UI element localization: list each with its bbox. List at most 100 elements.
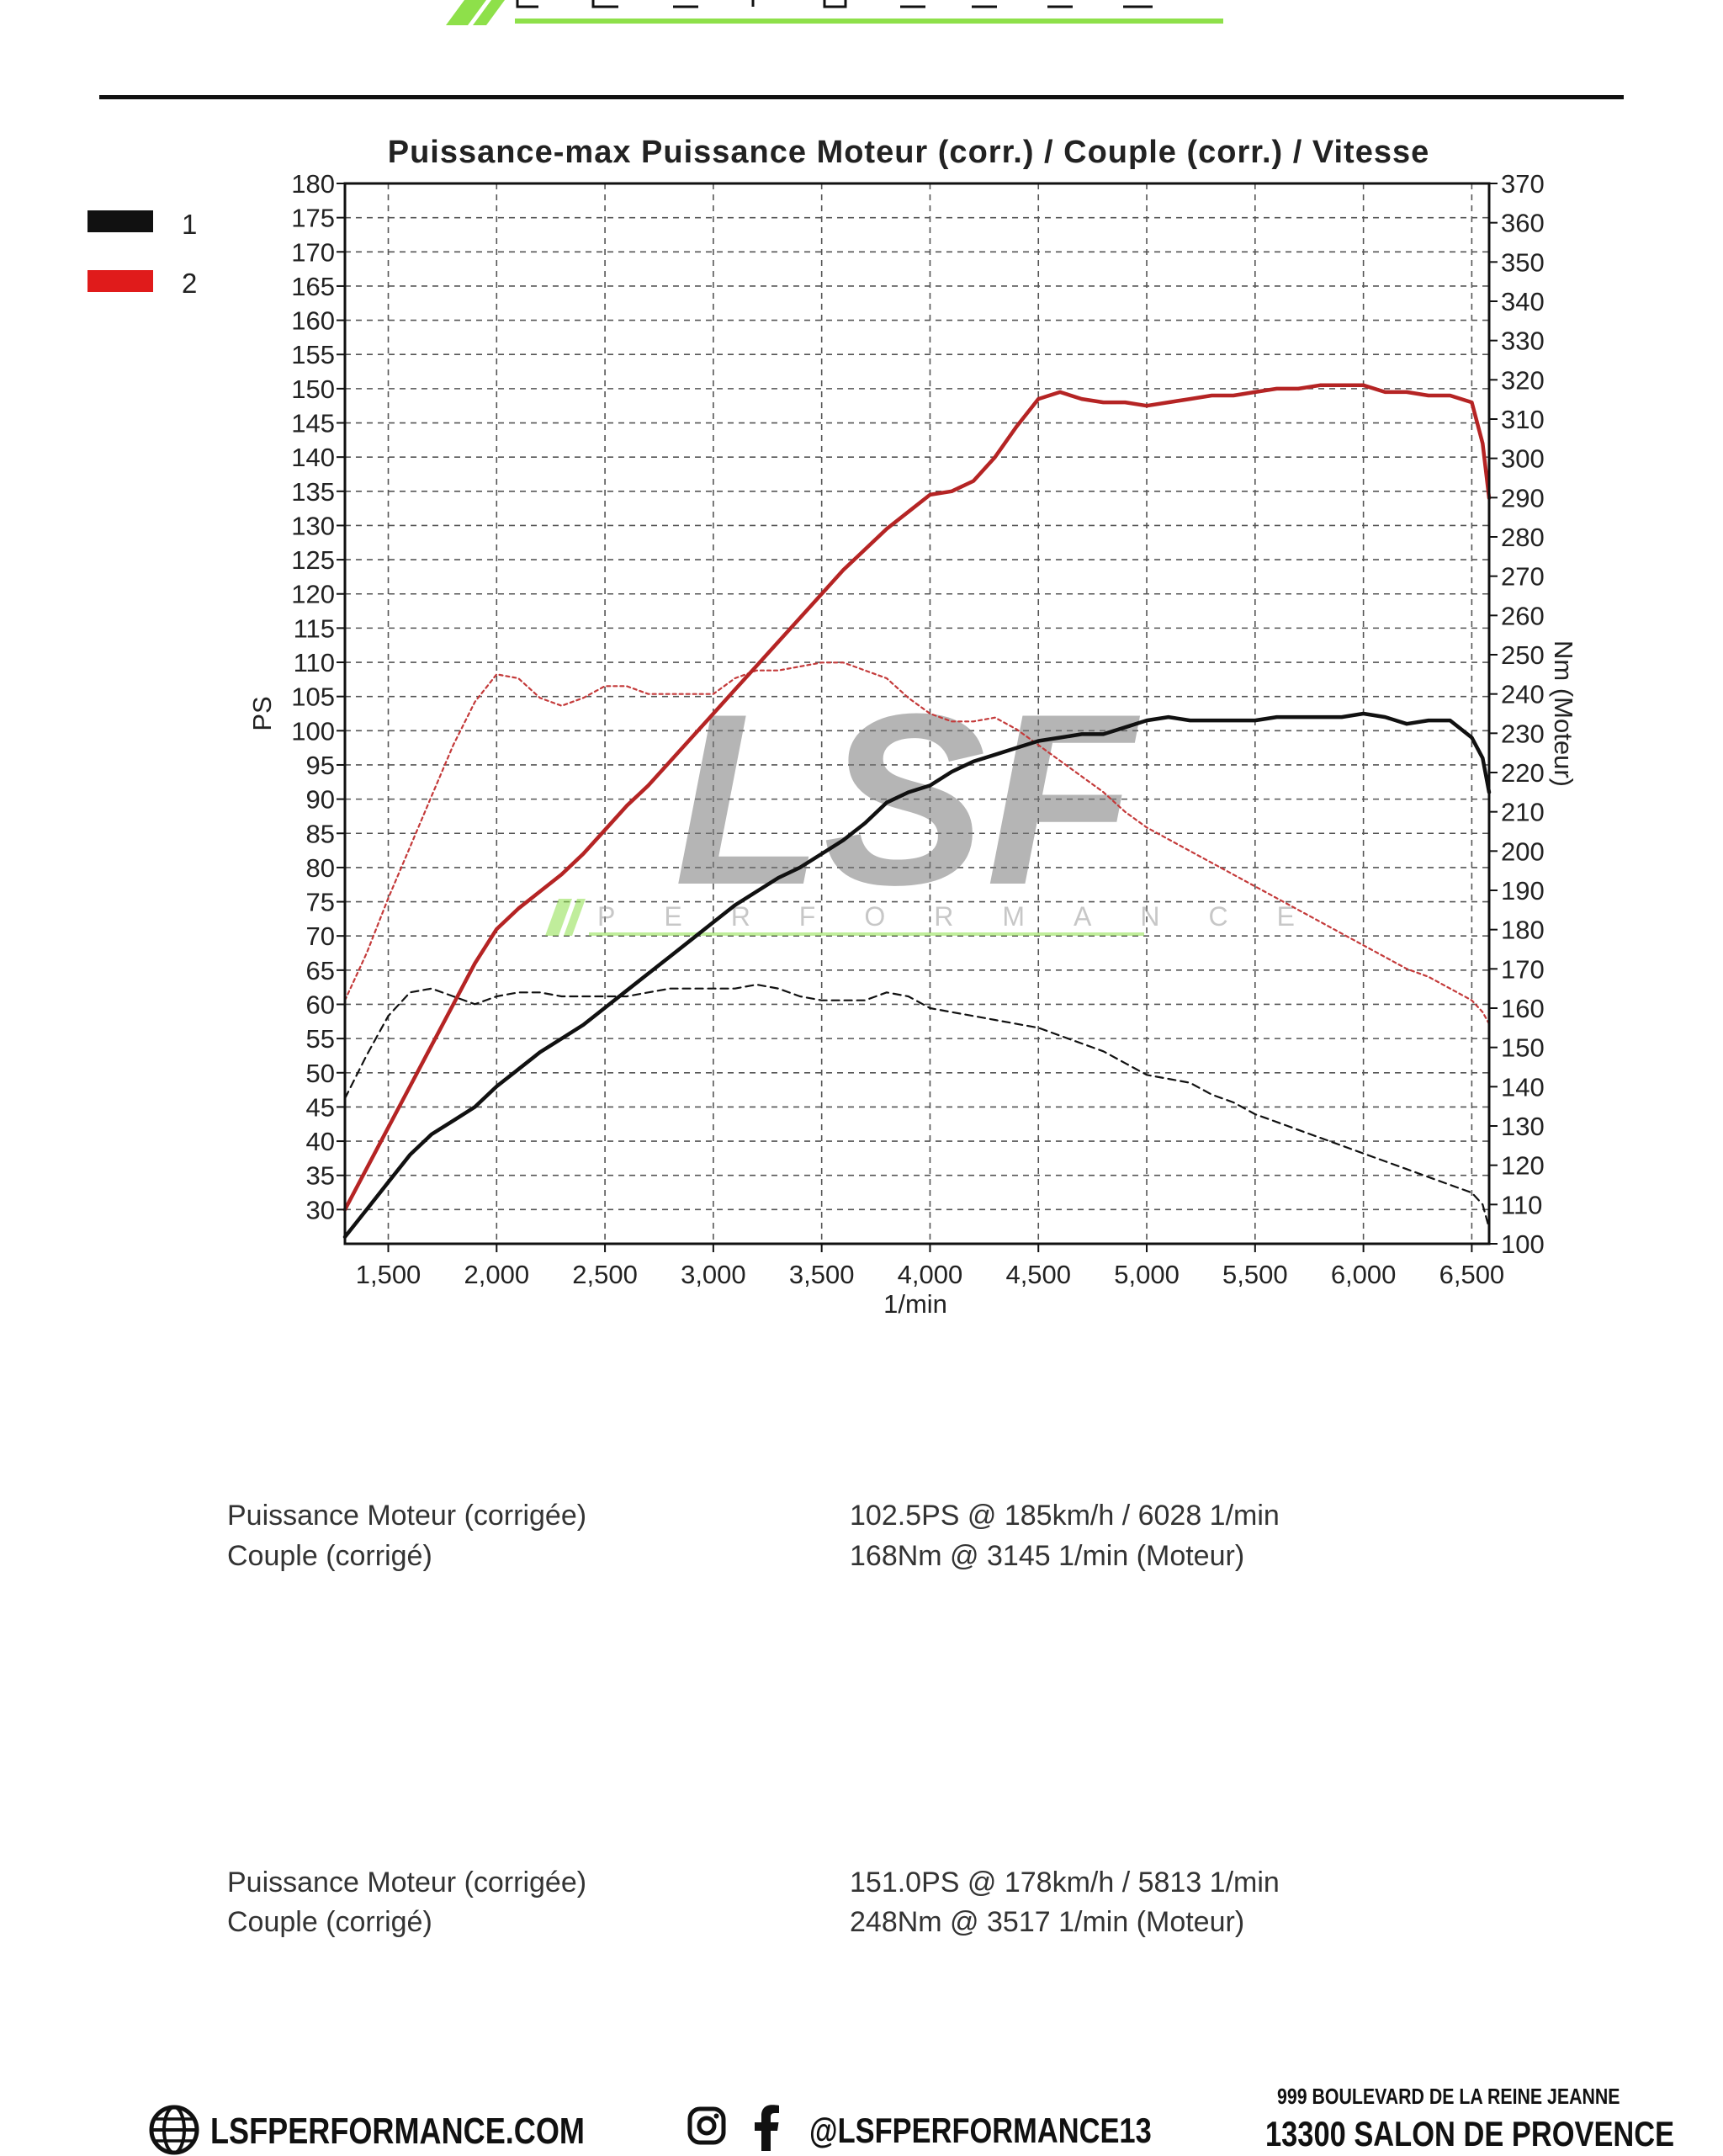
plot-frame — [343, 182, 1491, 1245]
watermark-letters: LSF — [674, 663, 1142, 936]
y-right-tick-label: 270 — [1501, 562, 1545, 592]
y-left-tick-label: 75 — [306, 888, 335, 917]
y-right-tick-label: 170 — [1501, 954, 1545, 984]
y-right-tick-label: 280 — [1501, 523, 1545, 552]
footer-address-line-1: 999 BOULEVARD DE LA REINE JEANNE — [1277, 2084, 1620, 2109]
instagram-icon[interactable] — [687, 2106, 727, 2146]
y-left-tick-label: 60 — [306, 990, 335, 1019]
y-left-tick-label: 95 — [306, 751, 335, 780]
y-left-tick-label: 130 — [291, 511, 335, 540]
y-left-tick-label: 120 — [291, 580, 335, 609]
x-tick-label: 6,500 — [1439, 1260, 1505, 1289]
y-left-tick-label: 115 — [294, 613, 335, 643]
logo-stripe-mark — [446, 0, 486, 25]
y-right-tick-label: 330 — [1501, 327, 1545, 356]
y-right-tick-label: 240 — [1501, 680, 1545, 709]
logo-word-letters — [516, 0, 1153, 8]
y-left-tick-label: 180 — [291, 169, 335, 199]
x-tick-label: 3,500 — [789, 1260, 855, 1289]
chart-legend: 1 2 — [87, 209, 197, 299]
globe-icon — [149, 2105, 199, 2155]
legend-label-2: 2 — [182, 268, 197, 299]
series-torque-2 — [343, 661, 1491, 1025]
y-left-tick-label: 55 — [306, 1024, 335, 1054]
result-2-power-value: 151.0PS @ 178km/h / 5813 1/min — [850, 1867, 1280, 1898]
y-left-tick-label: 155 — [291, 340, 335, 369]
x-tick-label: 5,000 — [1114, 1260, 1180, 1289]
y-left-tick-label: 65 — [306, 956, 335, 985]
footer-website-link[interactable]: LSFPERFORMANCE.COM — [210, 2111, 585, 2152]
y-right-tick-label: 340 — [1501, 287, 1545, 316]
y-left-tick-label: 45 — [306, 1092, 335, 1122]
result-1-power-value: 102.5PS @ 185km/h / 6028 1/min — [850, 1500, 1280, 1532]
x-axis-title: 1/min — [883, 1289, 947, 1319]
y-axis-left-title: PS — [247, 696, 277, 730]
y-right-tick-label: 180 — [1501, 916, 1545, 945]
y-left-tick-label: 175 — [291, 204, 335, 233]
y-left-tick-label: 125 — [291, 545, 335, 575]
y-right-tick-label: 230 — [1501, 719, 1545, 748]
y-right-tick-label: 140 — [1501, 1072, 1545, 1102]
chart-series — [342, 383, 1492, 1240]
y-left-tick-label: 40 — [306, 1127, 335, 1156]
y-right-tick-label: 120 — [1501, 1151, 1545, 1181]
x-tick-label: 4,000 — [898, 1260, 963, 1289]
result-1-torque-value: 168Nm @ 3145 1/min (Moteur) — [850, 1540, 1245, 1572]
legend-swatch-2 — [87, 270, 153, 292]
y-left-tick-label: 160 — [291, 306, 335, 336]
y-axis-right-title: Nm (Moteur) — [1549, 640, 1578, 787]
result-2-torque-label: Couple (corrigé) — [227, 1906, 432, 1938]
y-right-tick-label: 290 — [1501, 483, 1545, 512]
result-2-power-label: Puissance Moteur (corrigée) — [227, 1867, 587, 1898]
y-right-tick-label: 310 — [1501, 405, 1545, 434]
series-torque-1 — [343, 983, 1491, 1229]
y-left-tick-label: 135 — [291, 477, 335, 507]
y-left-tick-label: 50 — [306, 1059, 335, 1088]
x-tick-label: 6,000 — [1331, 1260, 1397, 1289]
y-right-tick-label: 300 — [1501, 444, 1545, 474]
y-right-tick-label: 100 — [1501, 1229, 1545, 1259]
facebook-icon[interactable] — [752, 2104, 781, 2151]
y-right-tick-label: 210 — [1501, 798, 1545, 827]
series-power-2 — [342, 383, 1492, 1212]
y-left-tick-label: 80 — [306, 853, 335, 883]
x-tick-label: 2,000 — [464, 1260, 530, 1289]
result-2-torque-value: 248Nm @ 3517 1/min (Moteur) — [850, 1906, 1245, 1938]
result-1-power-label: Puissance Moteur (corrigée) — [227, 1500, 587, 1532]
chart-title: Puissance-max Puissance Moteur (corr.) /… — [388, 135, 1430, 170]
dyno-chart: Puissance-max Puissance Moteur (corr.) /… — [87, 135, 1578, 1319]
y-left-tick-label: 30 — [306, 1195, 335, 1224]
y-right-tick-label: 250 — [1501, 640, 1545, 670]
y-right-tick-label: 110 — [1501, 1190, 1542, 1219]
x-tick-label: 4,500 — [1005, 1260, 1071, 1289]
x-tick-label: 3,000 — [681, 1260, 746, 1289]
y-left-tick-label: 90 — [306, 785, 335, 815]
footer-address-line-2: 13300 SALON DE PROVENCE — [1265, 2114, 1675, 2153]
y-right-tick-label: 190 — [1501, 876, 1545, 905]
y-right-tick-label: 130 — [1501, 1112, 1545, 1141]
y-right-tick-label: 160 — [1501, 994, 1545, 1023]
header-divider — [99, 95, 1624, 99]
y-axis-left: 30 35 40 45 50 55 60 65 70 75 80 85 90 95 100 105 110 115… — [291, 169, 345, 1224]
y-right-tick-label: 200 — [1501, 836, 1545, 866]
watermark-underline — [589, 932, 1144, 936]
y-right-tick-label: 260 — [1501, 601, 1545, 630]
watermark-stripe-mark — [564, 899, 586, 936]
series-power-1 — [342, 711, 1492, 1240]
x-tick-label: 5,500 — [1222, 1260, 1288, 1289]
header-logo — [446, 0, 1223, 25]
y-left-tick-label: 150 — [291, 374, 335, 404]
x-axis: 1,500 2,000 2,500 3,000 3,500 4,000 4,500 5,000… — [356, 1244, 1504, 1289]
logo-stripe-mark — [473, 0, 505, 25]
chart-grid — [345, 183, 1489, 1244]
y-left-tick-label: 145 — [291, 409, 335, 438]
footer-social-handle[interactable]: @LSFPERFORMANCE13 — [809, 2111, 1152, 2150]
y-right-tick-label: 150 — [1501, 1033, 1545, 1063]
y-left-tick-label: 140 — [291, 443, 335, 472]
y-right-tick-label: 320 — [1501, 365, 1545, 395]
y-left-tick-label: 170 — [291, 237, 335, 267]
y-right-tick-label: 370 — [1501, 169, 1545, 199]
y-axis-right: 100 110 120 130 140 150 160 170 180 190 200 210 220 2… — [1489, 169, 1545, 1259]
y-left-tick-label: 105 — [291, 682, 335, 712]
y-right-tick-label: 360 — [1501, 209, 1545, 238]
